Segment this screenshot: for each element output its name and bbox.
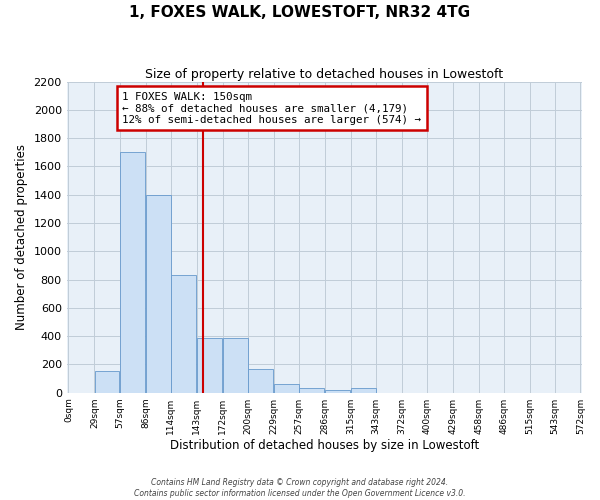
X-axis label: Distribution of detached houses by size in Lowestoft: Distribution of detached houses by size … [170, 440, 479, 452]
Bar [299, 388, 324, 392]
Bar [351, 388, 376, 392]
Bar [325, 390, 350, 392]
Bar [248, 368, 273, 392]
Text: 1 FOXES WALK: 150sqm
← 88% of detached houses are smaller (4,179)
12% of semi-de: 1 FOXES WALK: 150sqm ← 88% of detached h… [122, 92, 421, 125]
Bar [223, 338, 248, 392]
Bar [146, 195, 170, 392]
Bar [197, 338, 221, 392]
Bar [171, 274, 196, 392]
Text: 1, FOXES WALK, LOWESTOFT, NR32 4TG: 1, FOXES WALK, LOWESTOFT, NR32 4TG [130, 5, 470, 20]
Title: Size of property relative to detached houses in Lowestoft: Size of property relative to detached ho… [145, 68, 503, 80]
Y-axis label: Number of detached properties: Number of detached properties [15, 144, 28, 330]
Text: Contains HM Land Registry data © Crown copyright and database right 2024.
Contai: Contains HM Land Registry data © Crown c… [134, 478, 466, 498]
Bar [95, 371, 119, 392]
Bar [119, 152, 145, 392]
Bar [274, 384, 299, 392]
